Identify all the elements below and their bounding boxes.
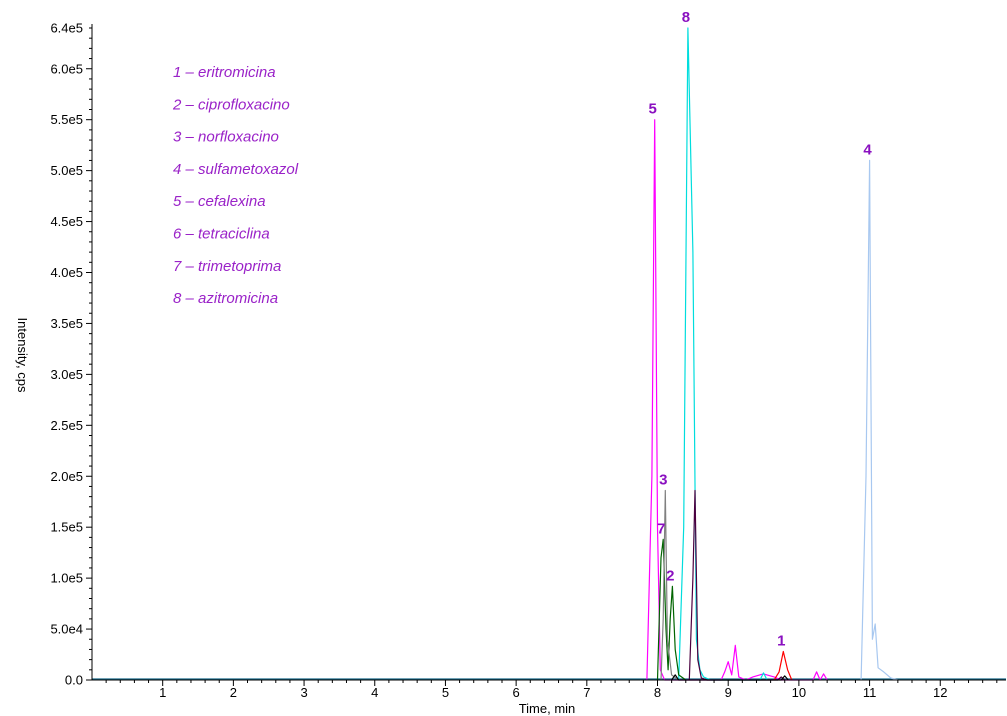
y-tick-label: 1.0e5 <box>50 571 83 586</box>
x-tick-label: 10 <box>792 685 806 700</box>
legend-entry: 5 – cefalexina <box>173 193 266 210</box>
x-tick-label: 12 <box>933 685 947 700</box>
trace-line-3 <box>860 159 898 681</box>
legend-entry: 7 – trimetoprima <box>173 258 281 275</box>
y-tick-label: 5.5e5 <box>50 112 83 127</box>
ticks-group: 1 2 3 4 5 6 7 8 9 10 11 120.05.0e41.0e51.5e52.0e52.… <box>50 21 998 700</box>
y-tick-label: 5.0e5 <box>50 163 83 178</box>
trace-line-1 <box>646 119 828 681</box>
x-tick-label: 9 <box>725 685 732 700</box>
x-tick-label: 3 <box>300 685 307 700</box>
y-tick-label: 5.0e4 <box>50 622 83 637</box>
legend-entry: 4 – sulfametoxazol <box>173 161 299 178</box>
legend-entry: 6 – tetraciclina <box>173 226 270 243</box>
peak-labels-group: 8 5 4 3 7 2 1 <box>649 9 873 649</box>
peak-label: 7 <box>657 520 665 537</box>
y-tick-label: 6.0e5 <box>50 61 83 76</box>
x-tick-label: 7 <box>583 685 590 700</box>
x-tick-label: 8 <box>654 685 661 700</box>
y-tick-label: 0.0 <box>65 673 83 688</box>
x-tick-label: 1 <box>159 685 166 700</box>
legend-entry: 3 – norfloxacino <box>173 129 279 146</box>
x-tick-label: 6 <box>513 685 520 700</box>
trace-line-4 <box>656 538 687 681</box>
trace-line-6 <box>688 489 786 681</box>
legend-entry: 2 – ciprofloxacino <box>172 96 290 113</box>
y-axis-title: Intensity, cps <box>15 318 30 393</box>
trace-line-2 <box>678 27 768 681</box>
axes-group <box>91 24 1006 681</box>
y-tick-label: 3.0e5 <box>50 367 83 382</box>
y-tick-label: 2.5e5 <box>50 418 83 433</box>
peak-label: 5 <box>649 101 657 118</box>
y-tick-label: 6.4e5 <box>50 21 83 36</box>
x-tick-label: 5 <box>442 685 449 700</box>
peak-label: 3 <box>659 472 667 489</box>
trace-line-5 <box>660 489 680 681</box>
x-tick-label: 11 <box>863 685 877 700</box>
legend-entry: 1 – eritromicina <box>173 64 276 81</box>
legend-group: 1 – eritromicina 2 – ciprofloxacino 3 – no… <box>172 64 299 307</box>
x-tick-label: 2 <box>230 685 237 700</box>
y-tick-label: 2.0e5 <box>50 469 83 484</box>
peak-label: 8 <box>682 9 690 26</box>
x-tick-label: 4 <box>371 685 378 700</box>
y-tick-label: 4.5e5 <box>50 214 83 229</box>
y-tick-label: 4.0e5 <box>50 265 83 280</box>
y-tick-label: 3.5e5 <box>50 316 83 331</box>
peak-label: 1 <box>777 632 785 649</box>
trace-line-7 <box>773 650 793 681</box>
x-axis-title: Time, min <box>519 701 576 716</box>
y-tick-label: 1.5e5 <box>50 520 83 535</box>
traces-group <box>92 27 1006 681</box>
peak-label: 4 <box>863 141 872 158</box>
peak-label: 2 <box>666 567 674 584</box>
legend-entry: 8 – azitromicina <box>173 290 278 307</box>
